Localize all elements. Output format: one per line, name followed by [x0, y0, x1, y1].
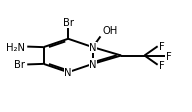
- Text: N: N: [64, 68, 72, 78]
- Text: F: F: [159, 42, 164, 52]
- Text: OH: OH: [102, 26, 118, 36]
- Text: Br: Br: [14, 60, 25, 70]
- Text: N: N: [89, 59, 97, 69]
- Text: H₂N: H₂N: [6, 42, 25, 52]
- Text: N: N: [89, 43, 97, 53]
- Text: F: F: [166, 51, 172, 61]
- Text: Br: Br: [63, 18, 74, 28]
- Text: F: F: [159, 60, 164, 70]
